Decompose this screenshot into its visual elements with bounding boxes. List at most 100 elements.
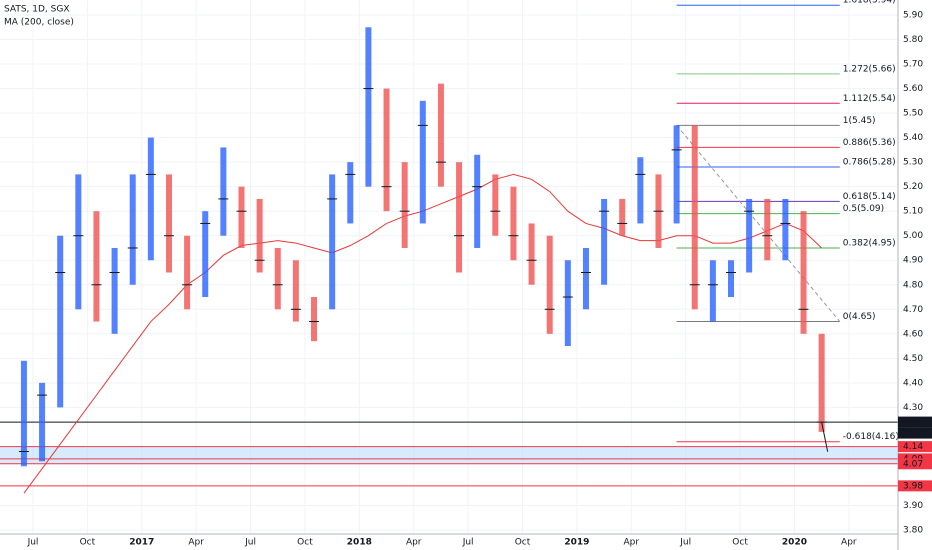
x-tick-label: Jul — [462, 538, 474, 548]
price-range — [728, 260, 735, 298]
x-tick-label: Apr — [188, 538, 204, 548]
x-tick-label: Jul — [679, 538, 691, 548]
x-tick-label: Apr — [406, 538, 422, 548]
price-range — [184, 235, 191, 310]
x-tick-label: 2017 — [129, 538, 154, 548]
zone — [0, 446, 898, 464]
x-tick-label: 2020 — [782, 538, 807, 548]
y-tick-label: 4.50 — [903, 354, 923, 364]
price-range — [673, 125, 680, 224]
fib-label: 0.786(5.28) — [843, 158, 896, 168]
price-range — [764, 198, 771, 261]
x-tick-label: Oct — [732, 538, 748, 548]
y-tick-label: 5.00 — [903, 231, 923, 241]
price-range — [818, 333, 825, 432]
price-range — [93, 211, 100, 322]
axes: 3.80 3.90 4.30 4.40 4.50 4.60 4.70 4.80 4.90 5.00… — [27, 11, 932, 548]
x-tick-label: Oct — [515, 538, 531, 548]
price-range — [709, 260, 716, 322]
x-tick-label: 2018 — [347, 538, 372, 548]
price-range — [220, 147, 227, 236]
fib-label: 1.112(5.54) — [843, 94, 896, 104]
y-tick-label: 5.90 — [903, 11, 923, 21]
fib-label: -0.618(4.16) — [843, 432, 899, 442]
price-range — [202, 211, 209, 298]
price-range — [691, 125, 698, 310]
price-range — [256, 198, 263, 273]
countdown-tag — [898, 427, 932, 439]
price-range — [564, 260, 571, 347]
price-tag-label: 4.07 — [903, 459, 923, 469]
x-tick-label: Apr — [841, 538, 857, 548]
price-range — [329, 174, 336, 310]
price-range — [419, 100, 426, 224]
y-tick-label: 3.80 — [903, 526, 923, 536]
fib-label: 0.886(5.36) — [843, 138, 896, 148]
y-tick-label: 5.80 — [903, 35, 923, 45]
price-range — [528, 223, 535, 285]
y-tick-label: 5.20 — [903, 182, 923, 192]
countdown-label: 06:35:32 — [900, 429, 932, 439]
y-tick-label: 4.60 — [903, 329, 923, 339]
plot-area: 1.618(5.94) 1.272(5.66) 1.112(5.54) 1(5.45)… — [0, 0, 899, 494]
y-tick-label: 4.40 — [903, 378, 923, 388]
price-range — [637, 157, 644, 224]
price-range — [57, 235, 64, 408]
price-range — [582, 247, 589, 310]
fib-label: 0(4.65) — [843, 312, 876, 322]
y-tick-label: 5.60 — [903, 84, 923, 94]
price-range — [746, 198, 753, 273]
price-range — [492, 174, 499, 236]
indicator-label: MA (200, close) — [4, 18, 74, 28]
price-range — [347, 162, 354, 224]
projection-arrow — [821, 421, 829, 452]
y-tick-label: 5.30 — [903, 158, 923, 168]
trendline — [676, 125, 841, 322]
x-tick-label: Oct — [297, 538, 313, 548]
y-tick-label: 4.30 — [903, 403, 923, 413]
price-tag — [898, 441, 932, 453]
price-range — [510, 186, 517, 261]
price-range — [20, 360, 27, 467]
price-range — [365, 27, 372, 187]
y-tick-label: 4.80 — [903, 280, 923, 290]
fib-label: 0.618(5.14) — [843, 192, 896, 202]
price-tag-label: 3.98 — [903, 481, 923, 491]
price-range — [383, 88, 390, 212]
price-range — [311, 297, 318, 342]
y-tick-label: 4.70 — [903, 305, 923, 315]
price-range — [238, 186, 245, 248]
price-range — [601, 198, 608, 285]
price-range — [401, 162, 408, 248]
y-tick-label: 5.40 — [903, 133, 923, 143]
chart-title: SATS, 1D, SGX — [4, 5, 70, 15]
price-range — [129, 174, 136, 285]
price-range — [800, 211, 807, 334]
fib-label: 1(5.45) — [843, 116, 876, 126]
price-range — [274, 247, 281, 310]
price-tag — [898, 458, 932, 470]
price-range — [546, 235, 553, 334]
price-range — [147, 137, 154, 261]
price-range — [619, 198, 626, 236]
price-range — [437, 83, 444, 187]
x-tick-label: Apr — [624, 538, 640, 548]
price-range — [292, 260, 299, 322]
price-range — [782, 198, 789, 261]
fib-label: 1.618(5.94) — [843, 0, 896, 6]
price-tag — [898, 416, 932, 428]
price-range — [474, 154, 481, 248]
y-tick-label: 5.50 — [903, 109, 923, 119]
x-tick-label: 2019 — [564, 538, 589, 548]
price-tag-label: 4.24 — [903, 418, 923, 428]
price-tag — [898, 480, 932, 492]
price-tag-label: 4.14 — [903, 442, 923, 452]
price-range — [75, 174, 82, 310]
y-tick-label: 5.70 — [903, 60, 923, 70]
x-tick-label: Jul — [244, 538, 256, 548]
y-tick-label: 3.90 — [903, 501, 923, 511]
price-range — [39, 382, 46, 462]
x-tick-label: Oct — [80, 538, 96, 548]
